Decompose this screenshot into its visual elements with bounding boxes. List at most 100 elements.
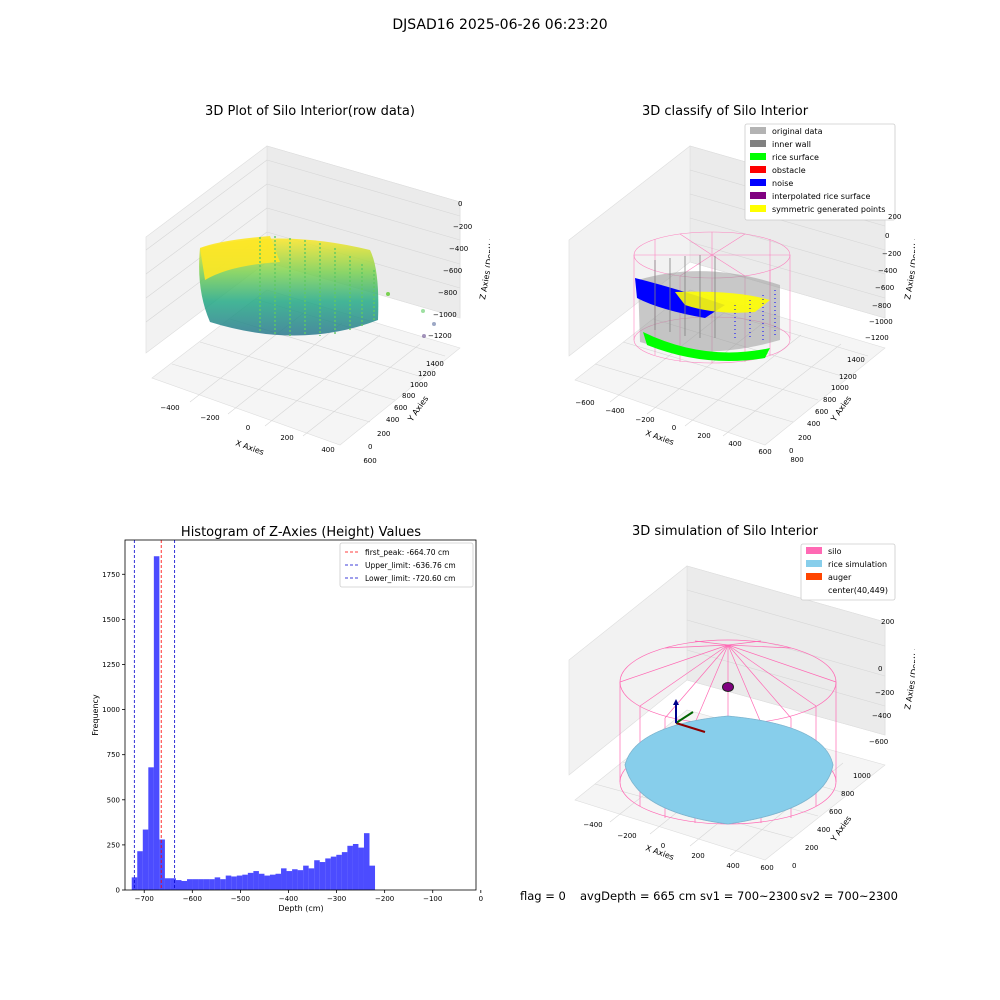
status-sv2: sv2 = 700~2300: [800, 889, 898, 903]
histogram-bar: [198, 879, 204, 890]
svg-text:−400: −400: [605, 407, 624, 415]
legend-swatch-obstacle: [750, 166, 766, 173]
raw-point-cloud: [199, 236, 436, 338]
histogram-y-label: Frequency: [91, 694, 100, 736]
svg-text:−600: −600: [875, 284, 894, 292]
histogram-bar: [187, 879, 193, 890]
histogram-legend-label: first_peak: -664.70 cm: [365, 548, 449, 557]
simulation-legend: silo rice simulation auger center(40,449…: [800, 543, 896, 601]
svg-text:200: 200: [377, 430, 390, 438]
histogram-bar: [363, 833, 370, 890]
histogram-bar: [264, 875, 270, 890]
histogram-bar: [170, 878, 176, 890]
histogram-bar: [231, 876, 237, 890]
auger-marker: [722, 682, 734, 692]
simulation-x-label: X Axies: [644, 843, 675, 862]
panel-raw-3d: 3D Plot of Silo Interior(row data): [130, 100, 490, 470]
y-tick-label: 500: [107, 796, 120, 804]
svg-text:200: 200: [798, 434, 811, 442]
histogram-x-label: Depth (cm): [278, 904, 323, 913]
y-tick-label: 1250: [102, 661, 120, 669]
svg-text:600: 600: [758, 448, 771, 456]
classify-3d-axes: original data inner wall rice surface ob…: [568, 123, 915, 464]
histogram-bars: [131, 556, 376, 890]
svg-text:800: 800: [823, 396, 836, 404]
histogram-bar: [181, 880, 188, 890]
x-tick-label: −400: [279, 895, 298, 903]
histogram-bar: [142, 829, 149, 890]
histogram-bar: [286, 871, 293, 890]
histogram-bar: [258, 873, 265, 890]
panel-histogram: Histogram of Z-Axies (Height) Values Dep…: [80, 520, 490, 915]
simulation-x-ticks: −400 −200 0 200 400 600: [583, 821, 773, 872]
svg-text:200: 200: [805, 844, 818, 852]
svg-text:symmetric generated points: symmetric generated points: [772, 205, 885, 214]
raw-z-label: Z Axies (Depth): [478, 237, 490, 300]
svg-text:0: 0: [885, 232, 889, 240]
histogram-bar: [358, 847, 364, 890]
status-flag: flag = 0: [520, 889, 566, 903]
svg-text:800: 800: [402, 392, 415, 400]
svg-text:−800: −800: [872, 302, 891, 310]
histogram-bar: [314, 860, 320, 890]
status-avg-depth: avgDepth = 665 cm: [580, 889, 697, 903]
svg-text:0: 0: [458, 200, 462, 208]
svg-text:−800: −800: [438, 289, 457, 297]
svg-text:600: 600: [760, 864, 773, 872]
histogram-bar: [203, 879, 210, 890]
histogram-bar: [292, 869, 298, 890]
histogram-bar: [308, 868, 315, 890]
histogram-bar: [253, 871, 259, 890]
svg-text:400: 400: [726, 862, 739, 870]
histogram-bar: [214, 877, 221, 890]
status-sv1: sv1 = 700~2300: [700, 889, 798, 903]
svg-text:−400: −400: [878, 267, 897, 275]
classify-x-ticks: −600 −400 −200 0 200 400 600 800: [575, 399, 803, 464]
raw-x-label: X Axies: [234, 438, 265, 457]
histogram-bar: [341, 852, 348, 890]
svg-text:1400: 1400: [847, 356, 865, 364]
simulation-z-label: Z Axies (Depth): [903, 647, 915, 710]
svg-text:200: 200: [280, 434, 293, 442]
x-tick-label: −200: [375, 895, 394, 903]
histogram-legend-box: [339, 542, 474, 588]
svg-text:200: 200: [691, 852, 704, 860]
y-tick-label: 1500: [102, 616, 120, 624]
x-tick-label: −300: [327, 895, 346, 903]
y-tick-label: 750: [107, 751, 120, 759]
svg-text:−400: −400: [449, 245, 468, 253]
histogram-bar: [148, 767, 154, 890]
simulation-y-label: Y Axies: [829, 814, 854, 844]
svg-text:−200: −200: [200, 414, 219, 422]
svg-text:800: 800: [841, 790, 854, 798]
histogram-bar: [192, 879, 199, 890]
histogram-bar: [153, 556, 160, 890]
histogram-bar: [164, 878, 171, 890]
y-tick-label: 1000: [102, 706, 120, 714]
center-axis-triad: [673, 699, 706, 733]
svg-text:0: 0: [246, 424, 250, 432]
histogram-chart: Histogram of Z-Axies (Height) Values Dep…: [91, 525, 483, 913]
histogram-bar: [220, 879, 226, 890]
svg-text:original data: original data: [772, 127, 823, 136]
histogram-bar: [247, 872, 254, 890]
histogram-bar: [369, 865, 376, 890]
svg-text:−600: −600: [869, 738, 888, 746]
histogram-bar: [137, 851, 143, 890]
svg-text:400: 400: [321, 446, 334, 454]
histogram-bar: [242, 874, 248, 890]
svg-text:−200: −200: [875, 689, 894, 697]
svg-text:1200: 1200: [839, 373, 857, 381]
legend-swatch-auger: [806, 573, 822, 580]
y-tick-label: 1750: [102, 571, 120, 579]
svg-text:−600: −600: [443, 267, 462, 275]
legend-swatch-rice-simulation: [806, 560, 822, 567]
svg-text:0: 0: [789, 447, 793, 455]
legend-swatch-original: [750, 127, 766, 134]
svg-text:400: 400: [807, 420, 820, 428]
x-tick-label: −700: [135, 895, 154, 903]
svg-text:600: 600: [363, 457, 376, 465]
figure-title: DJSAD16 2025-06-26 06:23:20: [392, 17, 608, 33]
histogram-bar: [336, 854, 342, 890]
histogram-bar: [319, 862, 326, 890]
